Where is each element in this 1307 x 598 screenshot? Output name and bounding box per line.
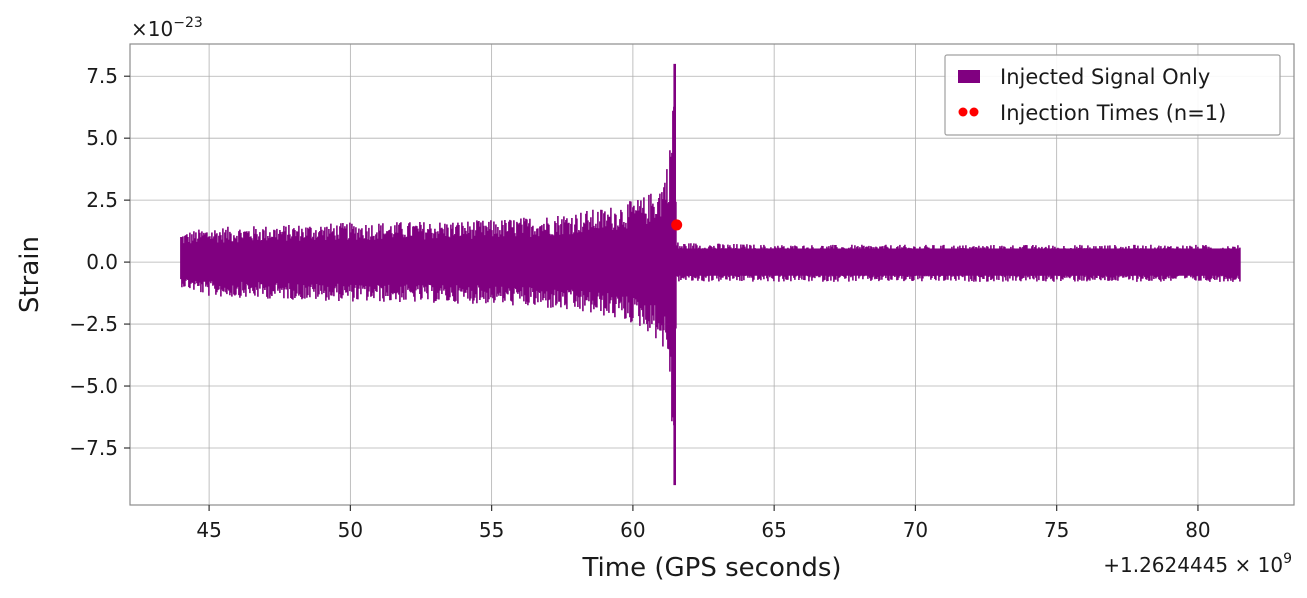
legend-label-signal: Injected Signal Only [1000,65,1210,89]
signal-trace [180,106,1241,426]
x-tick-label: 45 [196,518,221,542]
x-offset-base: +1.2624445 × 10 [1103,553,1283,577]
x-tick-label: 70 [903,518,928,542]
x-tick-label: 65 [761,518,786,542]
y-axis-label: Strain [15,236,45,313]
legend-swatch-signal [958,70,980,83]
y-tick-label: −5.0 [69,374,118,398]
y-axis-ticks: 7.5 5.0 2.5 0.0 −2.5 −5.0 −7.5 [69,64,130,460]
x-tick-label: 55 [479,518,504,542]
legend-label-injection: Injection Times (n=1) [1000,101,1226,125]
injection-point [671,219,683,231]
y-tick-label: −2.5 [69,312,118,336]
axes-frame [129,43,1295,506]
x-axis-offset-text: +1.2624445 × 109 [1103,551,1292,577]
y-tick-label: 0.0 [86,250,118,274]
x-axis-ticks: 45 50 55 60 65 70 75 80 [196,505,1211,542]
legend-marker-injection [958,107,968,117]
y-axis-scale-text: ×10−23 [131,15,203,41]
x-tick-label: 75 [1044,518,1069,542]
x-tick-label: 80 [1185,518,1210,542]
x-axis-label: Time (GPS seconds) [581,553,841,583]
legend-marker-injection [969,107,979,117]
plot-area [180,63,1241,486]
x-tick-label: 60 [620,518,645,542]
legend: Injected Signal Only Injection Times (n=… [944,54,1281,136]
y-tick-label: 2.5 [86,188,118,212]
y-tick-label: −7.5 [69,436,118,460]
x-tick-label: 50 [338,518,363,542]
y-scale-base: ×10 [131,17,173,41]
y-tick-label: 7.5 [86,64,118,88]
legend-box [944,54,1281,136]
x-offset-exponent: 9 [1283,551,1292,567]
y-tick-label: 5.0 [86,126,118,150]
y-scale-exponent: −23 [173,15,203,31]
